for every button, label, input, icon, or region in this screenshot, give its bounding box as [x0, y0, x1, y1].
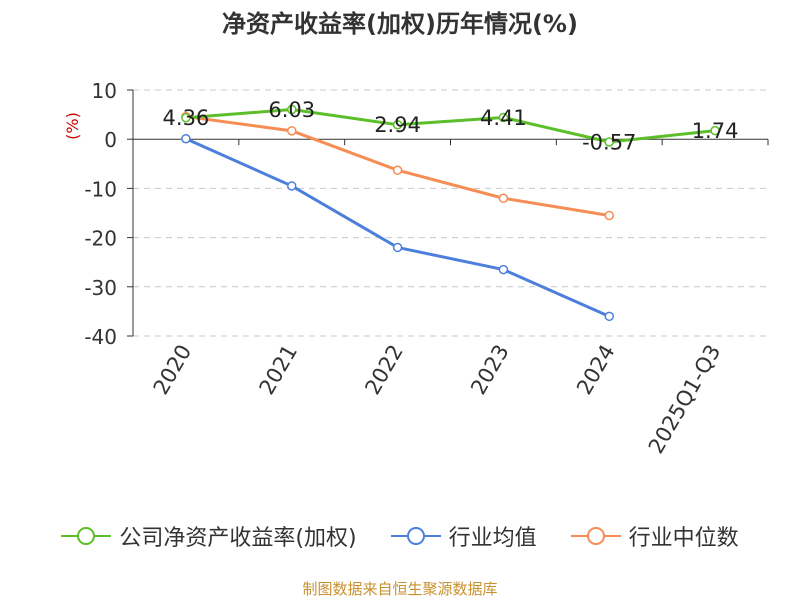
source-note: 制图数据来自恒生聚源数据库: [302, 580, 498, 598]
series-line: [185, 108, 716, 144]
data-point: [710, 125, 720, 136]
data-label: 1.74: [692, 119, 739, 143]
data-point: [498, 264, 509, 275]
data-point: [392, 165, 403, 175]
data-point: [604, 210, 614, 221]
data-point: [287, 126, 297, 136]
data-point: [604, 137, 614, 147]
x-tick-label: 2021: [255, 341, 303, 399]
legend-line-circle-icon: [390, 527, 441, 545]
y-tick-label: -30: [84, 276, 117, 300]
series-line: [185, 137, 610, 318]
grid-lines: [133, 89, 768, 337]
data-point: [392, 242, 403, 253]
legend-item-company-roe[interactable]: 公司净资产收益率(加权): [61, 520, 357, 552]
legend-label: 行业中位数: [628, 526, 739, 551]
data-point: [498, 112, 509, 123]
legend-line-circle-icon: [61, 527, 112, 545]
data-point: [392, 119, 403, 130]
x-tick-label: 2023: [466, 340, 514, 398]
data-labels: 4.36 6.03 2.94 4.41 -0.57 1.74: [163, 98, 739, 154]
legend-line-circle-icon: [570, 527, 621, 545]
legend-label: 公司净资产收益率(加权): [119, 526, 357, 551]
x-tick-label: 2020: [149, 341, 197, 399]
y-tick-label: 0: [104, 128, 117, 152]
x-tick-label: 2022: [360, 341, 408, 399]
data-point: [287, 104, 297, 115]
legend-item-industry-mean[interactable]: 行业均值: [390, 520, 537, 552]
data-label: 4.41: [480, 106, 527, 130]
data-label: 2.94: [374, 113, 421, 137]
x-tick-label: 2025Q1-Q3: [644, 341, 726, 458]
data-label: 4.36: [163, 106, 210, 130]
data-label: 6.03: [268, 98, 315, 122]
data-point: [604, 311, 614, 322]
data-point: [181, 112, 191, 123]
x-tick-label: 2024: [572, 341, 620, 399]
data-label: -0.57: [582, 130, 636, 154]
legend-item-industry-median[interactable]: 行业中位数: [570, 520, 739, 552]
y-tick-label: -40: [84, 325, 117, 349]
y-tick-label: -20: [84, 227, 117, 251]
y-tick-label: -10: [84, 177, 117, 201]
y-tick-label: 10: [92, 79, 117, 103]
legend: 公司净资产收益率(加权) 行业均值 行业中位数: [0, 520, 800, 552]
data-point: [287, 181, 297, 191]
legend-label: 行业均值: [448, 526, 537, 551]
chart-title: 净资产收益率(加权)历年情况(%): [222, 10, 578, 38]
data-point: [181, 133, 191, 144]
data-point: [498, 193, 509, 203]
y-axis-unit-label: (%): [63, 112, 82, 140]
series-lines: [181, 104, 720, 322]
